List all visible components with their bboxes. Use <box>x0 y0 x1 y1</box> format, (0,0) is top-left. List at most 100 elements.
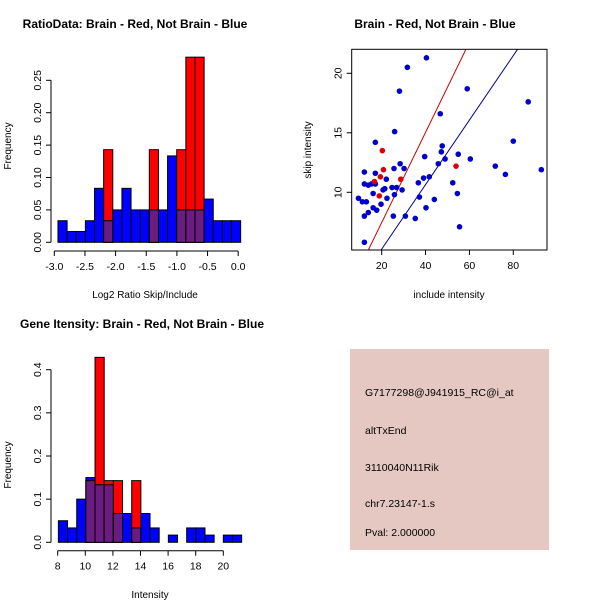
point-not-brain <box>401 165 407 172</box>
point-brain <box>453 163 459 169</box>
point-not-brain <box>426 174 433 180</box>
point-not-brain <box>455 151 462 158</box>
y-tick-label: 10 <box>333 186 345 198</box>
point-not-brain <box>437 110 444 117</box>
bar-not-brain <box>195 527 206 543</box>
bar-overlap <box>103 220 114 243</box>
point-not-brain <box>361 239 368 246</box>
point-not-brain <box>431 196 438 203</box>
chart-title: Gene Itensity: Brain - Red, Not Brain - … <box>20 317 264 331</box>
y-tick-label: 15 <box>333 127 345 139</box>
point-not-brain <box>420 175 427 181</box>
x-tick-label: 12 <box>107 561 119 573</box>
point-not-brain <box>525 99 531 105</box>
x-tick-label: -2.0 <box>107 261 125 273</box>
bar-not-brain <box>122 513 133 543</box>
bar-not-brain <box>231 534 243 543</box>
bar-overlap <box>176 209 187 243</box>
x-axis-label: Log2 Ratio Skip/Include <box>92 290 198 301</box>
point-not-brain <box>538 166 545 173</box>
point-not-brain <box>456 224 463 230</box>
bar-overlap <box>194 209 205 243</box>
point-not-brain <box>373 207 380 213</box>
bar-not-brain <box>76 498 87 543</box>
x-tick-label: -1.5 <box>137 261 155 273</box>
bar-not-brain <box>167 155 178 243</box>
point-brain <box>379 147 386 154</box>
bar-not-brain <box>222 534 233 543</box>
bar-not-brain <box>149 527 160 543</box>
y-tick-label: 0.00 <box>32 232 44 253</box>
y-tick-label: 20 <box>333 67 345 79</box>
bar-not-brain <box>112 209 123 243</box>
point-not-brain <box>359 199 366 205</box>
point-not-brain <box>492 163 499 169</box>
point-not-brain <box>399 187 405 193</box>
point-not-brain <box>421 153 428 160</box>
x-tick-label: 10 <box>79 561 91 573</box>
y-tick-label: 0.4 <box>32 362 44 377</box>
x-axis-label: Intensity <box>131 590 168 600</box>
point-not-brain <box>381 185 388 192</box>
bar-overlap <box>185 209 196 243</box>
y-tick-label: 0.0 <box>32 535 44 550</box>
bar-not-brain <box>157 209 169 243</box>
x-tick-label: 18 <box>190 561 202 573</box>
point-not-brain <box>416 194 423 200</box>
chart-title: RatioData: Brain - Red, Not Brain - Blue <box>23 17 248 31</box>
bar-not-brain <box>167 534 179 543</box>
point-not-brain <box>435 160 442 167</box>
info-panel-background <box>350 349 549 550</box>
point-not-brain <box>363 199 370 205</box>
point-not-brain <box>439 143 446 149</box>
bar-not-brain <box>231 220 242 243</box>
bar-not-brain <box>140 513 151 543</box>
bar-not-brain <box>75 230 86 243</box>
y-tick-label: 0.20 <box>32 102 44 123</box>
fit-line <box>380 49 519 250</box>
bar-overlap <box>112 513 124 543</box>
point-not-brain <box>442 156 448 162</box>
bar-not-brain <box>121 187 132 243</box>
x-tick-label: 16 <box>162 561 174 573</box>
point-not-brain <box>370 190 376 197</box>
point-not-brain <box>361 169 368 175</box>
y-tick-label: 0.3 <box>32 405 44 420</box>
point-not-brain <box>391 165 397 172</box>
point-not-brain <box>510 138 517 144</box>
x-axis-label: include intensity <box>413 290 484 301</box>
x-tick-label: -0.5 <box>199 261 217 273</box>
point-not-brain <box>396 88 403 94</box>
y-axis-label: Frequency <box>3 441 14 488</box>
point-brain <box>377 174 384 180</box>
bar-not-brain <box>212 220 223 243</box>
bar-not-brain <box>204 534 215 543</box>
x-tick-label: 14 <box>135 561 147 573</box>
point-brain <box>376 193 383 199</box>
point-not-brain <box>389 184 395 191</box>
y-tick-label: 0.2 <box>32 449 44 464</box>
y-tick-label: 0.05 <box>32 200 44 221</box>
plot-box <box>351 48 548 251</box>
location: chr7.23147-1.s <box>365 498 435 510</box>
y-tick-label: 0.1 <box>32 492 44 507</box>
point-not-brain <box>391 191 398 198</box>
bar-not-brain <box>139 209 150 243</box>
point-not-brain <box>383 176 390 183</box>
point-brain <box>380 166 387 173</box>
x-tick-label: 0.0 <box>231 261 246 273</box>
probe-id: G7177298@J941915_RC@i_at <box>365 387 514 399</box>
bar-overlap <box>94 484 105 543</box>
bar-not-brain <box>57 220 68 243</box>
point-not-brain <box>390 213 397 219</box>
point-brain <box>397 176 404 183</box>
x-tick-label: 20 <box>217 561 229 573</box>
intensity-scatter: Brain - Red, Not Brain - Blue include in… <box>303 17 548 301</box>
point-not-brain <box>423 204 429 211</box>
bar-overlap <box>148 209 159 243</box>
x-tick-label: 80 <box>507 260 519 272</box>
bar-overlap <box>85 480 96 543</box>
gene-name: 3110040N11Rik <box>365 462 439 474</box>
bar-not-brain <box>66 230 77 243</box>
